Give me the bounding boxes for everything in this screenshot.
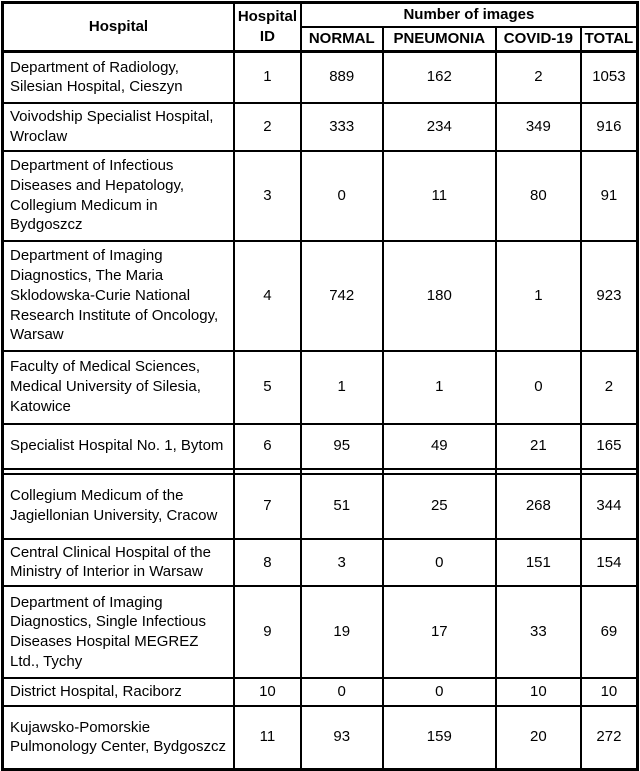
table-row: Voivodship Specialist Hospital, Wroclaw … — [1, 102, 639, 152]
normal-count-cell: 742 — [299, 239, 384, 352]
hospital-id-cell: 8 — [233, 537, 302, 588]
normal-count-cell: 3 — [299, 537, 384, 588]
total-count-cell: 69 — [579, 585, 639, 680]
pneumonia-count-cell: 162 — [381, 50, 497, 105]
total-count-cell: 923 — [579, 239, 639, 352]
covid19-count-cell: 151 — [494, 537, 582, 588]
table-row: Kujawsko-Pomorskie Pulmonology Center, B… — [1, 705, 639, 771]
header-row-top: Hospital Hospital ID Number of images — [1, 1, 639, 53]
table-row: Faculty of Medical Sciences, Medical Uni… — [1, 349, 639, 425]
pneumonia-count-cell: 234 — [381, 102, 497, 152]
column-header-hospital: Hospital — [1, 1, 236, 53]
pneumonia-count-cell: 159 — [381, 705, 497, 771]
total-count-cell: 344 — [579, 472, 639, 540]
hospital-name-cell: Department of Imaging Diagnostics, The M… — [1, 239, 236, 352]
column-header-normal: NORMAL — [299, 25, 384, 53]
table-row: Specialist Hospital No. 1, Bytom 6 95 49… — [1, 422, 639, 470]
spacer-cell — [233, 467, 302, 475]
pneumonia-count-cell: 25 — [381, 472, 497, 540]
table-row: Central Clinical Hospital of the Ministr… — [1, 537, 639, 588]
column-header-hospital-id: Hospital ID — [233, 1, 302, 53]
table-row: Department of Radiology, Silesian Hospit… — [1, 50, 639, 105]
pneumonia-count-cell: 0 — [381, 537, 497, 588]
spacer-cell — [1, 467, 236, 475]
hospital-id-cell: 9 — [233, 585, 302, 680]
hospital-id-cell: 10 — [233, 677, 302, 708]
total-count-cell: 1053 — [579, 50, 639, 105]
covid19-count-cell: 268 — [494, 472, 582, 540]
hospital-name-cell: Department of Infectious Diseases and He… — [1, 149, 236, 242]
table-row: Department of Infectious Diseases and He… — [1, 149, 639, 242]
hospital-name-cell: Voivodship Specialist Hospital, Wroclaw — [1, 102, 236, 152]
normal-count-cell: 19 — [299, 585, 384, 680]
normal-count-cell: 0 — [299, 677, 384, 708]
pneumonia-count-cell: 0 — [381, 677, 497, 708]
table-row: District Hospital, Raciborz 10 0 0 10 10 — [1, 677, 639, 708]
table-row: Department of Imaging Diagnostics, Singl… — [1, 585, 639, 680]
hospital-id-cell: 3 — [233, 149, 302, 242]
pneumonia-count-cell: 1 — [381, 349, 497, 425]
hospital-name-cell: District Hospital, Raciborz — [1, 677, 236, 708]
normal-count-cell: 93 — [299, 705, 384, 771]
hospital-name-cell: Department of Radiology, Silesian Hospit… — [1, 50, 236, 105]
normal-count-cell: 51 — [299, 472, 384, 540]
pneumonia-count-cell: 49 — [381, 422, 497, 470]
spacer-cell — [299, 467, 384, 475]
normal-count-cell: 889 — [299, 50, 384, 105]
covid19-count-cell: 10 — [494, 677, 582, 708]
normal-count-cell: 333 — [299, 102, 384, 152]
table-row: Department of Imaging Diagnostics, The M… — [1, 239, 639, 352]
normal-count-cell: 1 — [299, 349, 384, 425]
pneumonia-count-cell: 11 — [381, 149, 497, 242]
total-count-cell: 91 — [579, 149, 639, 242]
header-row-sub: NORMAL PNEUMONIA COVID-19 TOTAL — [3, 25, 639, 53]
hospital-id-cell: 4 — [233, 239, 302, 352]
hospital-name-cell: Kujawsko-Pomorskie Pulmonology Center, B… — [1, 705, 236, 771]
table-header: Hospital Hospital ID Number of images NO… — [1, 1, 639, 53]
covid19-count-cell: 349 — [494, 102, 582, 152]
hospital-id-cell: 7 — [233, 472, 302, 540]
covid19-count-cell: 33 — [494, 585, 582, 680]
hospital-name-cell: Central Clinical Hospital of the Ministr… — [1, 537, 236, 588]
pneumonia-count-cell: 180 — [381, 239, 497, 352]
total-count-cell: 154 — [579, 537, 639, 588]
spacer-cell — [579, 467, 639, 475]
table-row: Collegium Medicum of the Jagiellonian Un… — [1, 472, 639, 540]
hospital-id-cell: 2 — [233, 102, 302, 152]
hospital-id-cell: 11 — [233, 705, 302, 771]
normal-count-cell: 0 — [299, 149, 384, 242]
total-count-cell: 272 — [579, 705, 639, 771]
covid19-count-cell: 1 — [494, 239, 582, 352]
total-count-cell: 2 — [579, 349, 639, 425]
spacer-cell — [494, 467, 582, 475]
hospital-name-cell: Collegium Medicum of the Jagiellonian Un… — [1, 472, 236, 540]
total-count-cell: 10 — [579, 677, 639, 708]
hospital-id-cell: 5 — [233, 349, 302, 425]
total-count-cell: 165 — [579, 422, 639, 470]
covid19-count-cell: 2 — [494, 50, 582, 105]
total-count-cell: 916 — [579, 102, 639, 152]
pneumonia-count-cell: 17 — [381, 585, 497, 680]
empty-spacer-row — [1, 467, 639, 475]
hospital-id-cell: 1 — [233, 50, 302, 105]
covid19-count-cell: 0 — [494, 349, 582, 425]
hospital-name-cell: Faculty of Medical Sciences, Medical Uni… — [1, 349, 236, 425]
covid19-count-cell: 21 — [494, 422, 582, 470]
hospital-id-cell: 6 — [233, 422, 302, 470]
covid19-count-cell: 20 — [494, 705, 582, 771]
spacer-cell — [381, 467, 497, 475]
column-header-pneumonia: PNEUMONIA — [381, 25, 497, 53]
covid19-count-cell: 80 — [494, 149, 582, 242]
column-header-number-of-images: Number of images — [299, 1, 639, 28]
hospital-name-cell: Department of Imaging Diagnostics, Singl… — [1, 585, 236, 680]
hospital-name-cell: Specialist Hospital No. 1, Bytom — [1, 422, 236, 470]
normal-count-cell: 95 — [299, 422, 384, 470]
table-body: Department of Radiology, Silesian Hospit… — [1, 50, 639, 771]
column-header-total: TOTAL — [579, 25, 639, 53]
column-header-covid19: COVID-19 — [494, 25, 582, 53]
